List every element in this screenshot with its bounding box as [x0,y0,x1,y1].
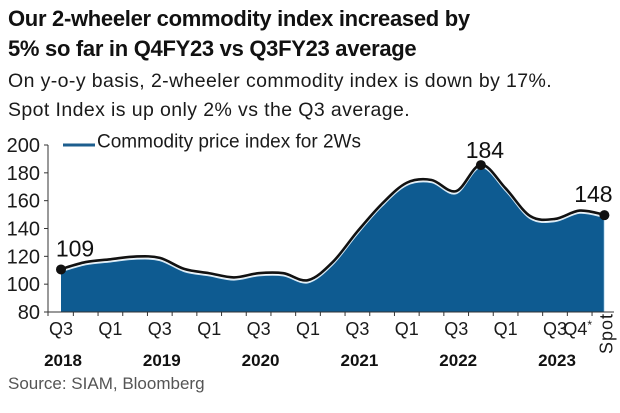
x-tick-label: Q4* [563,318,592,339]
y-tick-label: 180 [7,163,40,185]
data-label: 184 [466,137,505,163]
y-tick-label: 100 [7,274,40,296]
data-point-marker [56,264,66,275]
data-point-marker [599,210,610,221]
x-tick-label: Q1 [494,319,518,339]
annotations: 109 184 148 [56,137,613,275]
x-tick-label: Q3 [247,319,271,339]
chart-subtitle-line-2: Spot Index is up only 2% vs the Q3 avera… [8,98,411,121]
chart-subtitle-line-1: On y-o-y basis, 2-wheeler commodity inde… [8,69,553,92]
year-label: 2019 [143,351,181,370]
x-tick-label: Q1 [296,319,320,339]
data-label: 109 [56,235,94,261]
year-label: 2022 [439,351,477,370]
x-tick-label: Spot [596,313,616,354]
x-tick-label: Q3 [49,319,73,339]
x-tick-label: Q3 [444,319,468,339]
year-label: 2020 [242,351,280,370]
series-area [61,167,605,312]
y-tick-label: 120 [7,246,40,268]
chart-title-line-1: Our 2-wheeler commodity index increased … [8,6,470,32]
y-axis: 200 180 160 140 120 100 80 [7,135,49,324]
series-area-edge [60,166,605,312]
chart-title-line-2: 5% so far in Q4FY23 vs Q3FY23 average [8,36,417,62]
series-line [60,163,605,282]
series-group [60,163,605,312]
source-note: Source: SIAM, Bloomberg [8,374,205,393]
x-tick-label-text: Q4 [563,319,587,339]
x-tick-label-suffix: * [587,318,592,332]
x-tick-label: Q3 [345,319,369,339]
x-tick-label: Q3 [148,319,172,339]
x-tick-label: Q3 [543,319,567,339]
legend: Commodity price index for 2Ws [63,132,361,153]
y-tick-label: 140 [7,219,40,241]
year-label: 2021 [340,351,378,370]
data-point-marker [475,160,486,171]
year-label: 2018 [44,351,82,370]
y-tick-label: 200 [7,135,40,157]
x-tick-label: Q1 [395,319,419,339]
x-tick-label: Q1 [98,319,122,339]
y-tick-label: 80 [18,302,40,324]
y-tick-label: 160 [7,191,40,213]
x-tick-label: Q1 [197,319,221,339]
data-label: 148 [574,181,612,207]
legend-label: Commodity price index for 2Ws [97,132,361,153]
year-label: 2023 [538,351,576,370]
